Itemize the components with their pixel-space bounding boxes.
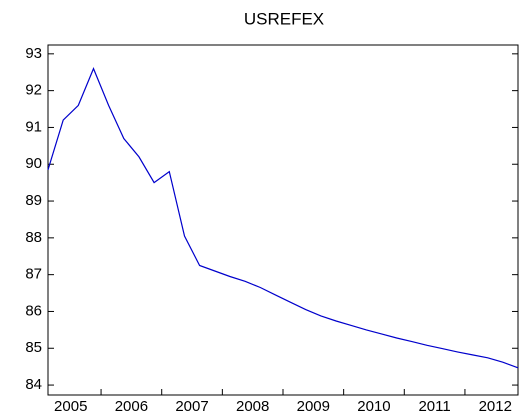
x-tick-label: 2010 (357, 398, 390, 415)
y-tick-label: 88 (25, 229, 42, 246)
x-tick-label: 2009 (297, 398, 330, 415)
x-tick-label: 2008 (236, 398, 269, 415)
x-tick-label: 2012 (479, 398, 512, 415)
x-tick-label: 2011 (418, 398, 450, 415)
y-tick-label: 91 (25, 118, 42, 135)
plot-frame (47, 44, 519, 396)
y-tick-label: 90 (25, 155, 42, 172)
x-tick-label: 2005 (54, 398, 87, 415)
y-tick-label: 93 (25, 45, 42, 62)
y-tick-label: 85 (25, 339, 42, 356)
y-tick-label: 84 (25, 376, 42, 393)
y-tick-label: 87 (25, 266, 42, 283)
x-tick-label: 2007 (175, 398, 208, 415)
y-tick-label: 86 (25, 302, 42, 319)
line-series (47, 67, 519, 369)
y-tick-label: 89 (25, 192, 42, 209)
chart-title: USREFEX (244, 9, 324, 28)
y-tick-label: 92 (25, 82, 42, 99)
x-tick-label: 2006 (115, 398, 148, 415)
